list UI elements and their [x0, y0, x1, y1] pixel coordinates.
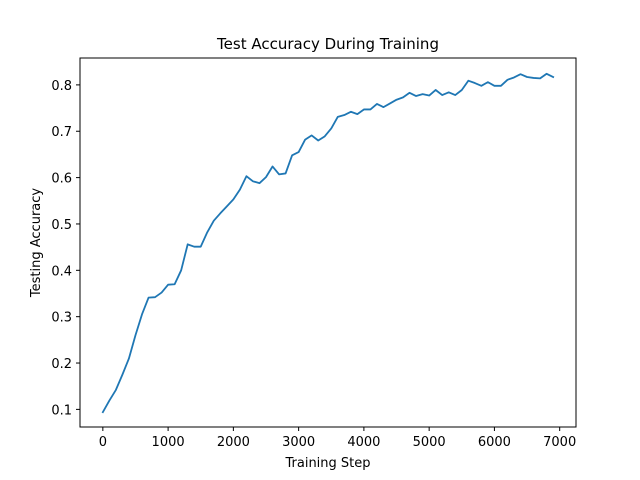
- y-tick-label: 0.1: [51, 403, 72, 418]
- y-axis-ticks: 0.1 0.2 0.3 0.4 0.5 0.6 0.7 0.8: [51, 79, 80, 418]
- y-tick-label: 0.7: [51, 125, 72, 140]
- x-tick-label: 0: [99, 435, 107, 450]
- y-axis-label: Testing Accuracy: [29, 188, 44, 298]
- chart-title: Test Accuracy During Training: [216, 35, 439, 53]
- y-tick-label: 0.6: [51, 172, 72, 187]
- x-tick-label: 2000: [217, 435, 250, 450]
- y-tick-label: 0.2: [51, 357, 72, 372]
- y-tick-label: 0.5: [51, 218, 72, 233]
- plot-frame: [79, 57, 577, 428]
- x-tick-label: 5000: [413, 435, 446, 450]
- y-tick-label: 0.3: [51, 311, 72, 326]
- plot-background: [80, 58, 576, 427]
- x-tick-label: 6000: [478, 435, 511, 450]
- x-tick-label: 3000: [282, 435, 315, 450]
- series-line: [101, 72, 555, 414]
- plot-area: 0 1000 2000 3000 4000 5000 6000 7000 0.10.20.30…: [51, 57, 577, 450]
- y-tick-label: 0.8: [51, 79, 72, 94]
- x-tick-label: 1000: [152, 435, 185, 450]
- x-axis-label: Training Step: [284, 456, 370, 471]
- x-tick-label: 4000: [347, 435, 380, 450]
- x-axis-ticks: 0 1000 2000 3000 4000 5000 6000 7000: [99, 427, 576, 450]
- y-tick-label: 0.4: [51, 264, 72, 279]
- x-tick-label: 7000: [543, 435, 576, 450]
